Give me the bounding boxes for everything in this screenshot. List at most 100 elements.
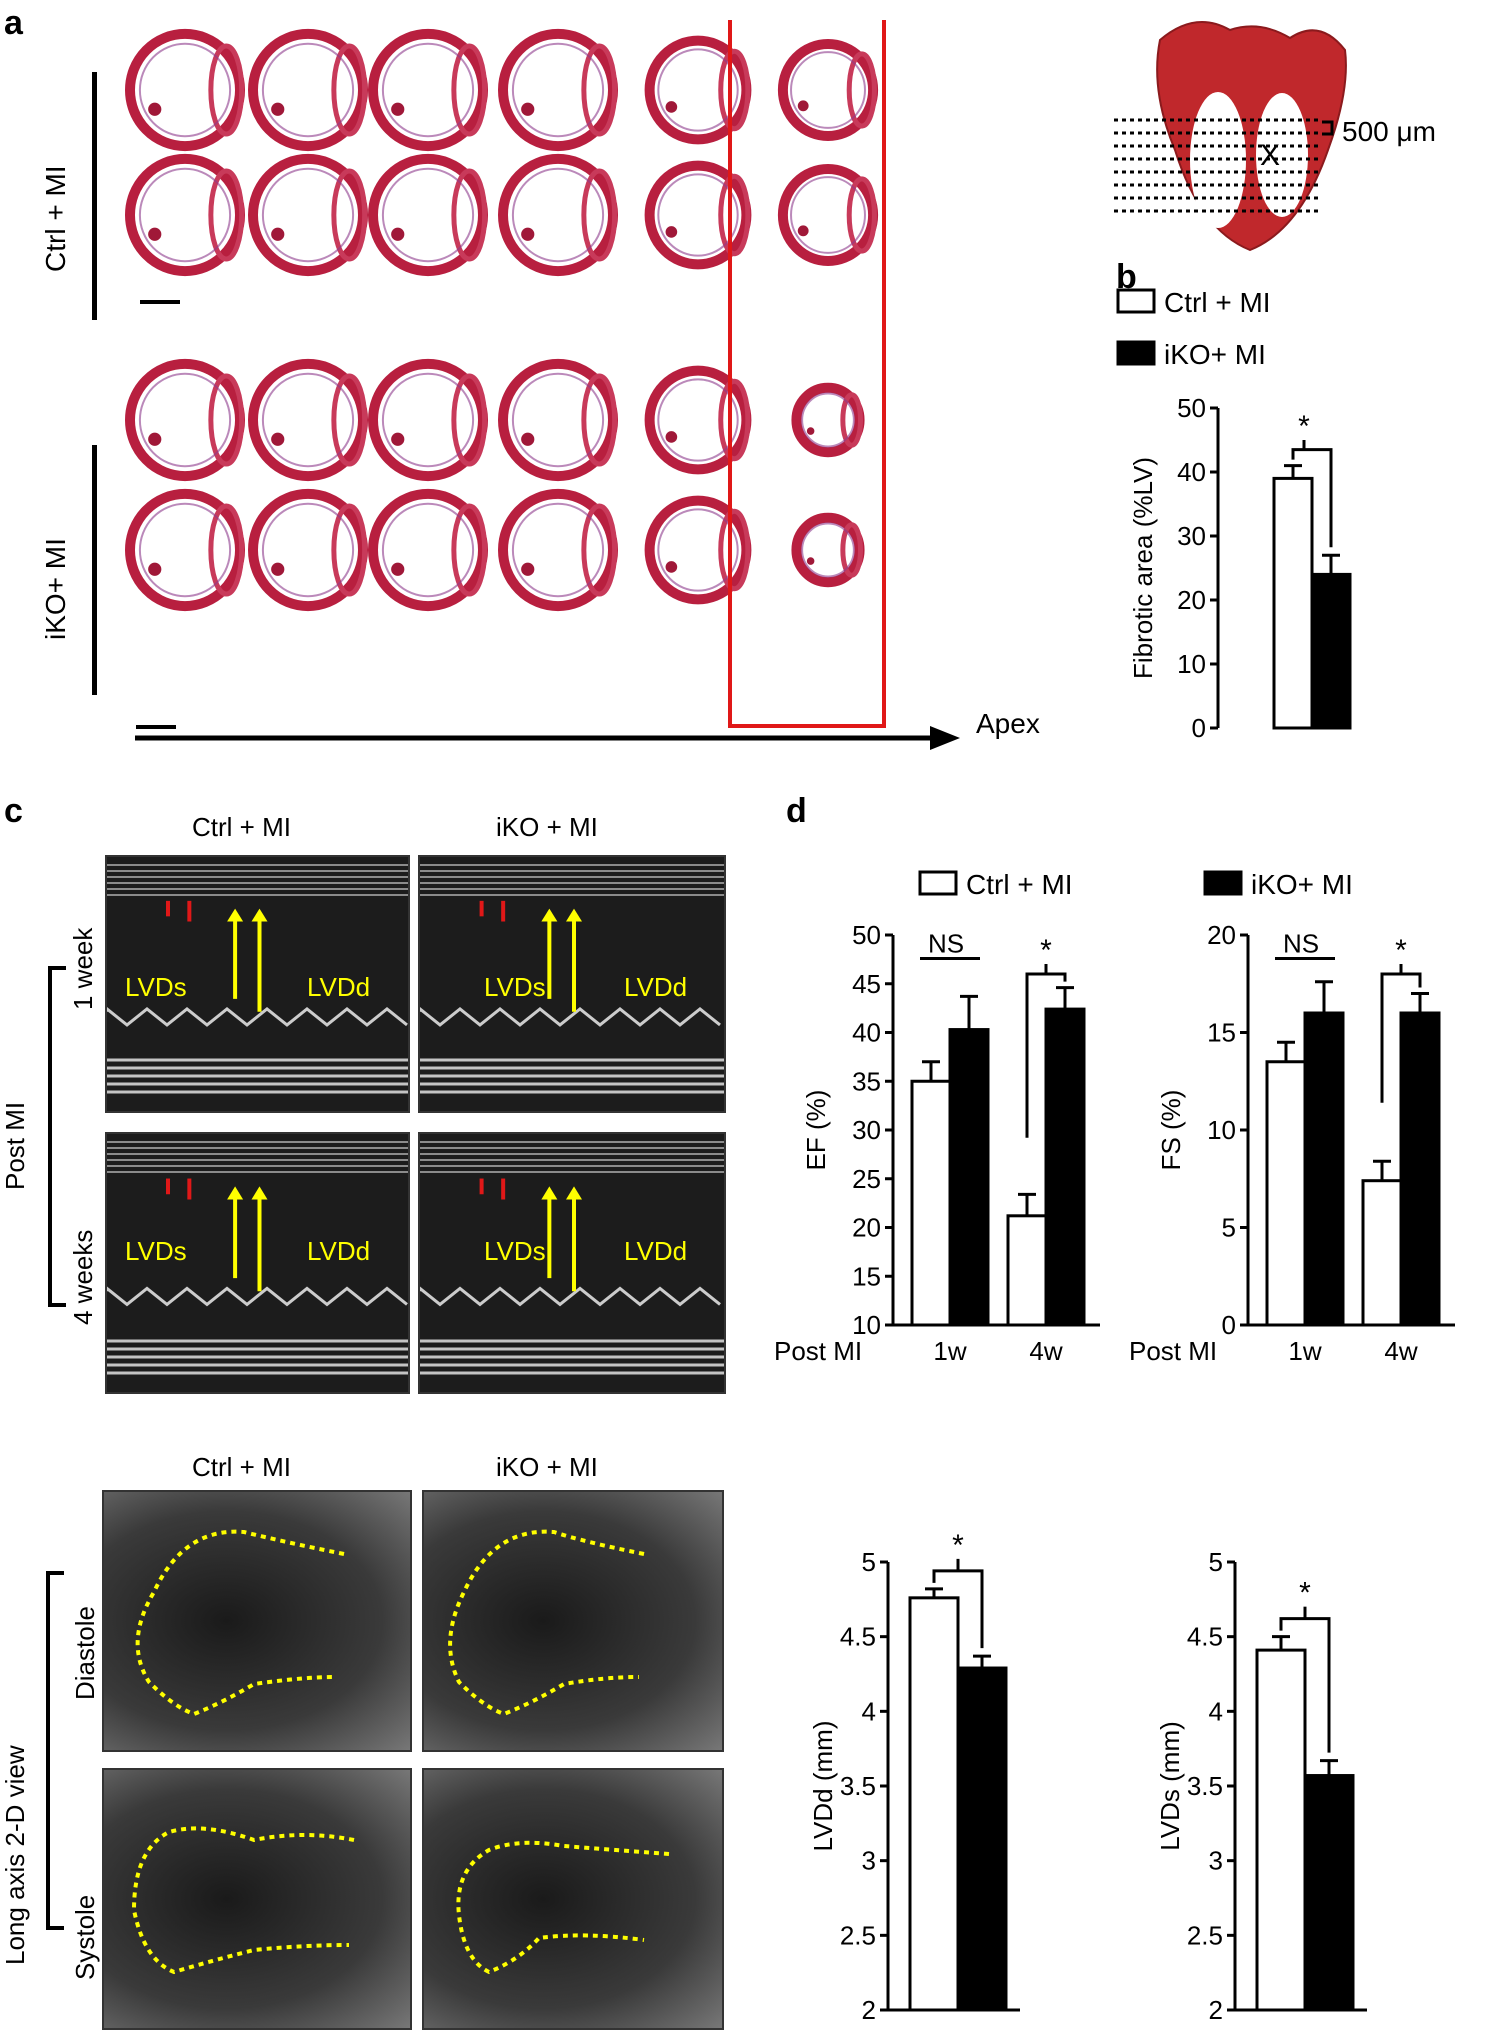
echo-col-ctrl: Ctrl + MI bbox=[192, 1452, 291, 1482]
bar-ctrl bbox=[908, 1596, 960, 2012]
y-tick-label: 20 bbox=[1207, 920, 1236, 950]
y-tick-label: 5 bbox=[1209, 1547, 1223, 1577]
panel-label-a: a bbox=[4, 4, 23, 42]
y-tick-label: 15 bbox=[852, 1261, 881, 1291]
heart-section bbox=[498, 153, 618, 277]
iko-group-label: iKO+ MI bbox=[40, 538, 71, 640]
y-tick-label: 15 bbox=[1207, 1018, 1236, 1048]
significance-bracket bbox=[1279, 1617, 1331, 1753]
heart-section bbox=[644, 495, 752, 605]
long-axis-label: Long axis 2-D view bbox=[0, 1745, 30, 1965]
y-tick-label: 30 bbox=[852, 1115, 881, 1145]
bar-iko bbox=[1399, 1011, 1441, 1327]
x-tick-label: 1w bbox=[1288, 1336, 1321, 1366]
y-tick-label: 4.5 bbox=[840, 1622, 876, 1652]
ns-label: NS bbox=[928, 929, 964, 959]
chart-fs: 0 5 10 15 20 FS (%) Post MI 1w 4w NS * iKO+ MI bbox=[1129, 869, 1455, 1366]
legend-swatch-ctrl bbox=[1116, 288, 1156, 314]
row-label-diastole: Diastole bbox=[70, 1606, 100, 1700]
heart-section bbox=[791, 512, 865, 588]
y-tick-label: 10 bbox=[1177, 649, 1206, 679]
chart-lvds: 2 2.5 3 3.5 4 4.5 5 LVDs (mm) * bbox=[1155, 1547, 1367, 2025]
panel-label-d: d bbox=[786, 792, 807, 830]
significance-star: * bbox=[1298, 410, 1310, 443]
post-mi-label: Post MI bbox=[0, 1101, 30, 1190]
x-axis-label: Post MI bbox=[1129, 1336, 1217, 1366]
heart-section bbox=[777, 163, 879, 267]
heart-section bbox=[248, 488, 368, 612]
legend-label-ctrl: Ctrl + MI bbox=[1164, 287, 1271, 318]
bar-iko bbox=[1303, 1774, 1355, 2012]
mmode-col-ctrl: Ctrl + MI bbox=[192, 812, 291, 842]
heart-section bbox=[644, 160, 752, 270]
highlight-box bbox=[728, 20, 886, 728]
y-tick-label: 3 bbox=[1209, 1846, 1223, 1876]
heart-section bbox=[791, 382, 865, 458]
x-tick-label: 4w bbox=[1384, 1336, 1417, 1366]
bar-ctrl bbox=[1361, 1179, 1403, 1327]
y-tick-label: 2 bbox=[862, 1995, 876, 2025]
bar-iko bbox=[1303, 1011, 1345, 1327]
y-tick-label: 4 bbox=[1209, 1696, 1223, 1726]
y-tick-label: 20 bbox=[1177, 585, 1206, 615]
heart-sections-grid bbox=[125, 20, 886, 729]
y-tick-label: 50 bbox=[852, 920, 881, 950]
y-tick-label: 40 bbox=[852, 1018, 881, 1048]
significance-star: * bbox=[952, 1529, 964, 1562]
y-axis-label: FS (%) bbox=[1156, 1090, 1186, 1171]
row-label-systole: Systole bbox=[70, 1894, 100, 1980]
ctrl-group-label: Ctrl + MI bbox=[40, 165, 71, 272]
heart-diagram: X bbox=[1114, 21, 1347, 252]
y-tick-label: 4.5 bbox=[1187, 1622, 1223, 1652]
legend-swatch-iko bbox=[1203, 870, 1243, 896]
ctrl-group-bar bbox=[92, 72, 97, 320]
lvds-label: LVDs bbox=[484, 1236, 546, 1266]
lvdd-label: LVDd bbox=[624, 1236, 688, 1266]
y-tick-label: 10 bbox=[852, 1310, 881, 1340]
heart-section bbox=[248, 358, 368, 482]
y-tick-label: 0 bbox=[1192, 713, 1206, 743]
lvdd-label: LVDd bbox=[307, 1236, 371, 1266]
legend-label-iko: iKO+ MI bbox=[1251, 869, 1353, 900]
chart-lvdd: 2 2.5 3 3.5 4 4.5 5 LVDd (mm) * bbox=[808, 1529, 1020, 2025]
apex-label: Apex bbox=[976, 708, 1040, 739]
diagram-scale-label: 500 μm bbox=[1342, 116, 1436, 147]
lvds-label: LVDs bbox=[125, 972, 187, 1002]
echo-ctrl-systole bbox=[102, 1768, 412, 2030]
bar-ctrl bbox=[1265, 1060, 1307, 1327]
heart-section bbox=[125, 358, 245, 482]
x-axis-label: Post MI bbox=[774, 1336, 862, 1366]
y-tick-label: 30 bbox=[1177, 521, 1206, 551]
panel-label-b: b bbox=[1116, 258, 1137, 296]
heart-section bbox=[644, 35, 752, 145]
bar-ctrl bbox=[1255, 1648, 1307, 2012]
bar-ctrl bbox=[910, 1079, 952, 1327]
y-tick-label: 3.5 bbox=[1187, 1771, 1223, 1801]
lvds-label: LVDs bbox=[125, 1236, 187, 1266]
significance-star: * bbox=[1299, 1577, 1311, 1610]
heart-section bbox=[248, 28, 368, 152]
lvdd-label: LVDd bbox=[307, 972, 371, 1002]
bar-iko bbox=[948, 1028, 990, 1327]
y-tick-label: 25 bbox=[852, 1164, 881, 1194]
heart-section bbox=[368, 488, 488, 612]
x-tick-label: 4w bbox=[1029, 1336, 1062, 1366]
bar-ctrl bbox=[1006, 1214, 1048, 1327]
long-axis-bracket bbox=[46, 1571, 64, 1930]
echo-ctrl-diastole bbox=[102, 1490, 412, 1752]
heart-section bbox=[644, 365, 752, 475]
significance-star: * bbox=[1040, 934, 1052, 967]
heart-section bbox=[368, 28, 488, 152]
y-axis-label: LVDs (mm) bbox=[1155, 1721, 1185, 1851]
row-label-1week: 1 week bbox=[68, 927, 98, 1010]
significance-bracket bbox=[932, 1569, 984, 1649]
y-tick-label: 50 bbox=[1177, 393, 1206, 423]
legend-swatch-ctrl bbox=[918, 870, 958, 896]
y-tick-label: 10 bbox=[1207, 1115, 1236, 1145]
lvds-label: LVDs bbox=[484, 972, 546, 1002]
legend-label-ctrl: Ctrl + MI bbox=[966, 869, 1073, 900]
bar-iko bbox=[1310, 572, 1352, 730]
y-tick-label: 0 bbox=[1222, 1310, 1236, 1340]
heart-section bbox=[248, 153, 368, 277]
iko-group-bar bbox=[92, 445, 97, 695]
